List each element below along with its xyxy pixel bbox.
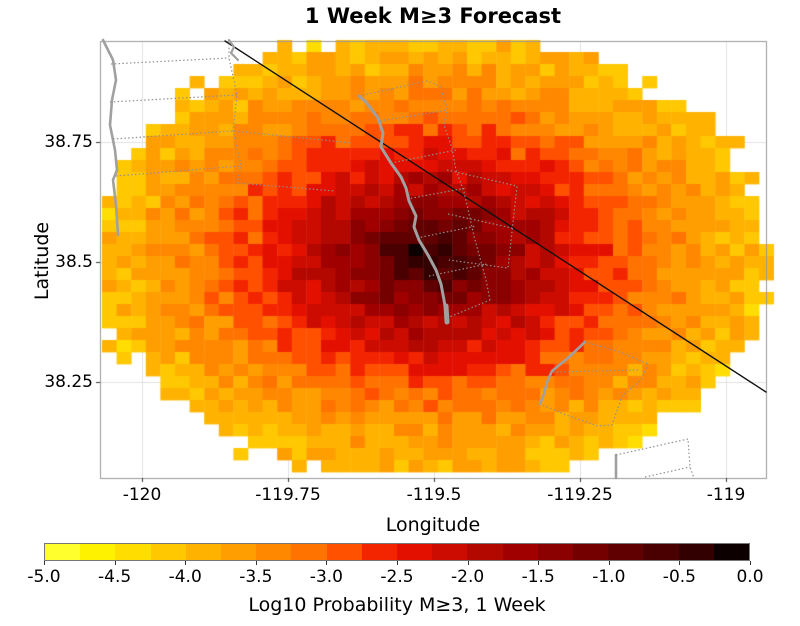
colorbar-tick-mark <box>608 561 610 565</box>
x-tick-label: -119.25 <box>547 485 613 505</box>
chart-title: 1 Week M≥3 Forecast <box>304 4 562 28</box>
y-tick-label: 38.5 <box>55 252 93 272</box>
colorbar-segment <box>432 544 468 560</box>
colorbar-tick-label: -4.5 <box>98 567 132 587</box>
colorbar-tick-mark <box>44 561 45 565</box>
colorbar <box>44 543 750 561</box>
colorbar-segment <box>713 544 750 560</box>
colorbar-segment <box>397 544 433 560</box>
colorbar-segment <box>537 544 574 560</box>
colorbar-tick-mark <box>467 561 469 565</box>
colorbar-tick-label: -3.5 <box>239 567 273 587</box>
colorbar-segment <box>80 544 116 560</box>
colorbar-segment <box>45 544 81 560</box>
colorbar-tick-mark <box>750 561 751 565</box>
colorbar-tick-mark <box>538 561 540 565</box>
colorbar-tick-label: -1.0 <box>592 567 626 587</box>
x-tick-label: -119.75 <box>255 485 321 505</box>
colorbar-label: Log10 Probability M≥3, 1 Week <box>248 594 546 616</box>
colorbar-segment <box>326 544 362 560</box>
colorbar-segment <box>150 544 186 560</box>
colorbar-segment <box>221 544 257 560</box>
colorbar-tick-label: -4.0 <box>168 567 202 587</box>
colorbar-segment <box>573 544 609 560</box>
y-tick-label: 38.75 <box>44 132 93 152</box>
colorbar-tick-label: 0.0 <box>736 567 764 587</box>
colorbar-tick-label: -0.5 <box>662 567 696 587</box>
colorbar-segment <box>256 544 292 560</box>
x-tick-label: -119 <box>706 485 746 505</box>
colorbar-segment <box>608 544 644 560</box>
colorbar-segment <box>467 544 503 560</box>
colorbar-tick-label: -1.5 <box>521 567 555 587</box>
colorbar-tick-label: -2.5 <box>380 567 414 587</box>
colorbar-tick-mark <box>679 561 681 565</box>
colorbar-tick-label: -5.0 <box>27 567 61 587</box>
colorbar-segment <box>502 544 538 560</box>
y-tick-label: 38.25 <box>44 372 93 392</box>
colorbar-segment <box>643 544 679 560</box>
colorbar-tick-mark <box>255 561 257 565</box>
colorbar-tick-mark <box>114 561 116 565</box>
x-tick-label: -120 <box>122 485 162 505</box>
colorbar-segment <box>115 544 151 560</box>
colorbar-segment <box>361 544 398 560</box>
colorbar-segment <box>291 544 327 560</box>
y-axis-label: Latitude <box>31 221 53 301</box>
colorbar-tick-label: -3.0 <box>309 567 343 587</box>
x-tick-label: -119.5 <box>406 485 462 505</box>
colorbar-tick-mark <box>185 561 187 565</box>
colorbar-segment <box>185 544 222 560</box>
colorbar-tick-mark <box>326 561 328 565</box>
colorbar-tick-label: -2.0 <box>451 567 485 587</box>
colorbar-segment <box>678 544 714 560</box>
x-axis-label: Longitude <box>385 514 481 536</box>
colorbar-tick-mark <box>397 561 398 565</box>
